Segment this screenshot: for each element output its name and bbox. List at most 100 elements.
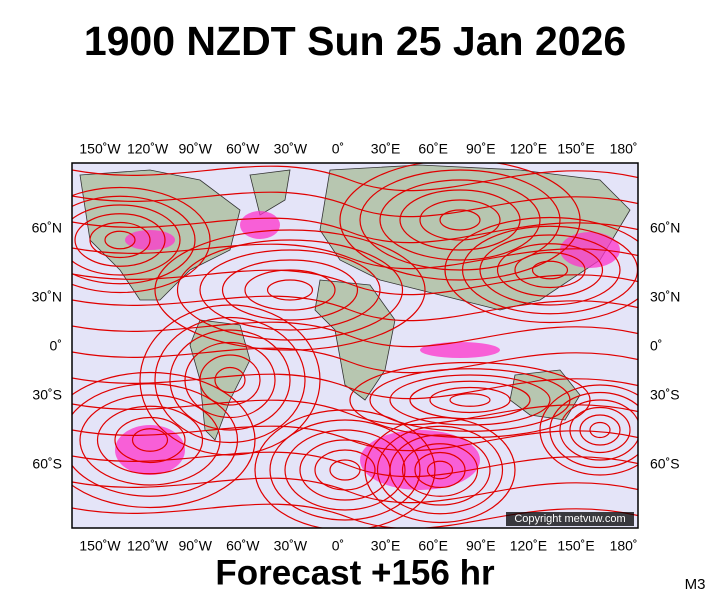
isobar <box>549 391 638 469</box>
isobar <box>266 279 314 301</box>
copyright-box <box>506 512 634 526</box>
isobar <box>154 229 426 351</box>
model-code: M3 <box>685 576 706 593</box>
isobar <box>72 191 638 218</box>
lon-label-top: 180˚ <box>610 141 638 157</box>
lon-label-bottom: 120˚E <box>510 538 547 554</box>
isobar <box>221 259 359 321</box>
lon-label-bottom: 30˚E <box>371 538 401 554</box>
isobar <box>569 406 631 454</box>
lon-label-bottom: 120˚W <box>127 538 169 554</box>
lon-label-top: 120˚E <box>510 141 547 157</box>
isobar <box>414 451 466 489</box>
lon-label-bottom: 90˚W <box>178 538 212 554</box>
lon-label-bottom: 60˚W <box>226 538 260 554</box>
isobar <box>72 204 181 276</box>
isobar <box>339 163 581 281</box>
lat-label-right: 0˚ <box>650 338 662 354</box>
isobar <box>254 409 436 528</box>
map-frame <box>71 162 639 529</box>
isobar <box>72 295 638 322</box>
isobar <box>409 380 531 420</box>
isobar <box>72 425 638 452</box>
isobar <box>72 503 638 528</box>
isobar <box>72 269 638 296</box>
lon-label-bottom: 90˚E <box>466 538 496 554</box>
isobar <box>379 179 541 261</box>
isobar <box>72 347 638 374</box>
lat-label-left: 60˚N <box>32 220 62 236</box>
lon-label-top: 90˚W <box>178 141 212 157</box>
isobar <box>579 414 621 446</box>
isobar <box>72 195 196 285</box>
isobar <box>349 361 591 439</box>
isobar <box>439 209 481 231</box>
lon-label-top: 30˚W <box>274 141 308 157</box>
lat-label-right: 30˚S <box>650 387 680 403</box>
isobar <box>79 394 221 486</box>
title: 1900 NZDT Sun 25 Jan 2026 <box>84 18 626 64</box>
lat-label-right: 30˚N <box>650 289 680 305</box>
forecast-label: Forecast +156 hr <box>215 553 495 592</box>
copyright: Copyright metvuw.com <box>514 513 625 525</box>
lon-label-top: 60˚E <box>418 141 448 157</box>
isobar <box>89 221 151 259</box>
isobar <box>401 443 479 497</box>
lon-label-bottom: 30˚W <box>274 538 308 554</box>
lon-label-bottom: 150˚E <box>557 538 594 554</box>
lon-label-top: 90˚E <box>466 141 496 157</box>
isobar <box>429 386 511 414</box>
isobar <box>376 425 504 515</box>
isobar <box>269 419 421 521</box>
isobar <box>531 260 569 280</box>
lat-label-left: 30˚S <box>32 387 62 403</box>
isobar <box>139 304 321 456</box>
isobar <box>176 239 404 341</box>
isobar <box>199 354 261 406</box>
isobar <box>399 189 521 251</box>
isobar <box>72 321 638 348</box>
isobar <box>72 373 638 400</box>
isobar <box>104 230 136 250</box>
lon-label-bottom: 60˚E <box>418 538 448 554</box>
isobar <box>389 374 551 426</box>
isobar <box>72 217 638 244</box>
isobar <box>369 368 571 432</box>
lon-label-top: 0˚ <box>332 141 344 157</box>
isobar <box>419 199 501 241</box>
isobar <box>214 366 246 394</box>
isobar <box>114 416 186 464</box>
isobar <box>72 399 638 426</box>
isobar <box>359 169 561 271</box>
isobar <box>72 186 211 294</box>
isobar <box>514 251 586 289</box>
isobar <box>72 451 638 478</box>
isobar <box>72 243 638 270</box>
isobar <box>199 249 381 331</box>
isobar <box>169 329 291 431</box>
lat-label-left: 0˚ <box>50 338 62 354</box>
isobar <box>559 399 638 461</box>
isobar <box>284 429 406 511</box>
isobar <box>72 477 638 504</box>
isobar <box>72 383 239 497</box>
isobar <box>449 393 491 407</box>
isobar <box>479 234 621 306</box>
lon-label-bottom: 150˚W <box>79 538 121 554</box>
lon-label-bottom: 0˚ <box>332 538 344 554</box>
isobar <box>72 371 256 509</box>
isobar <box>72 165 638 192</box>
lon-label-top: 120˚W <box>127 141 169 157</box>
isobar <box>154 316 306 444</box>
lon-label-top: 30˚E <box>371 141 401 157</box>
lat-label-left: 60˚S <box>32 456 62 472</box>
isobar <box>96 405 204 475</box>
isobar <box>426 460 454 480</box>
isobar <box>244 269 336 311</box>
isobar <box>364 416 516 524</box>
lat-label-right: 60˚N <box>650 220 680 236</box>
lat-label-left: 30˚N <box>32 289 62 305</box>
lat-label-right: 60˚S <box>650 456 680 472</box>
lon-label-bottom: 180˚ <box>610 538 638 554</box>
